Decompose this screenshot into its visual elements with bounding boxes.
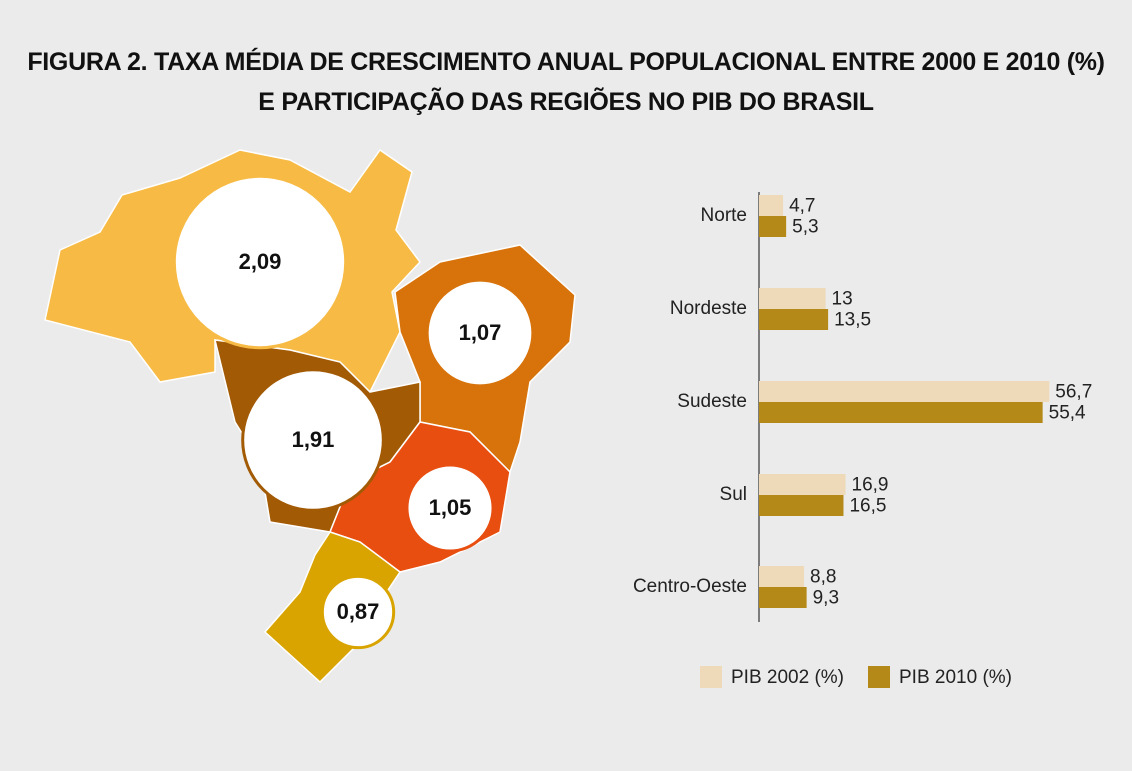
bar <box>759 587 807 608</box>
value-label: 56,7 <box>1055 382 1092 403</box>
bubble <box>320 574 396 650</box>
value-label: 55,4 <box>1049 403 1086 424</box>
bubble-label: 1,05 <box>429 495 472 520</box>
value-label: 13 <box>832 289 853 310</box>
value-label: 9,3 <box>813 588 839 609</box>
category-label: Norte <box>701 205 747 226</box>
category-label: Sul <box>720 484 747 505</box>
bar <box>759 474 846 495</box>
legend-label: PIB 2002 (%) <box>731 667 844 688</box>
bar <box>759 309 829 330</box>
bubble-label: 0,87 <box>337 599 380 624</box>
bar <box>759 566 805 587</box>
value-label: 4,7 <box>789 196 815 217</box>
value-label: 16,9 <box>852 475 889 496</box>
bar <box>759 288 826 309</box>
bar <box>759 216 787 237</box>
bubble-label: 1,07 <box>459 320 502 345</box>
legend-label: PIB 2010 (%) <box>899 667 1012 688</box>
value-label: 13,5 <box>834 310 871 331</box>
bubble <box>405 463 495 553</box>
bar <box>759 402 1043 423</box>
bubble-label: 2,09 <box>239 249 282 274</box>
value-label: 8,8 <box>810 567 836 588</box>
bubble-label: 1,91 <box>292 427 335 452</box>
bubble <box>172 174 348 350</box>
chart-title: FIGURA 2. TAXA MÉDIA DE CRESCIMENTO ANUA… <box>27 48 1105 116</box>
bubble <box>241 368 385 512</box>
bubble <box>425 278 535 388</box>
category-label: Centro-Oeste <box>633 576 747 597</box>
category-label: Sudeste <box>677 391 747 412</box>
value-label: 5,3 <box>792 217 818 238</box>
legend-swatch <box>868 666 890 688</box>
legend-swatch <box>700 666 722 688</box>
bar <box>759 495 844 516</box>
category-label: Nordeste <box>670 298 747 319</box>
value-label: 16,5 <box>849 496 886 517</box>
bar <box>759 195 784 216</box>
bar <box>759 381 1050 402</box>
